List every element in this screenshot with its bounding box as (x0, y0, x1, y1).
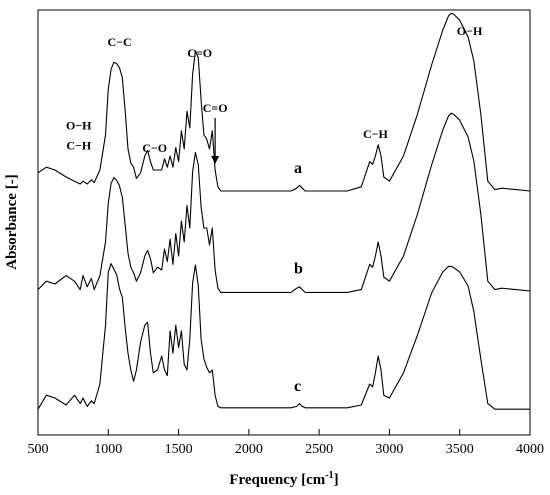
peak-annotation: O−H (66, 118, 92, 132)
series-label-c: c (294, 378, 301, 395)
x-tick-label: 3000 (375, 442, 403, 457)
x-tick-label: 2000 (235, 442, 263, 457)
spectrum-line-c (37, 263, 530, 410)
x-axis-ticks: 500 1000 1500 2000 2500 3000 3500 4000 (28, 429, 544, 457)
peak-annotation: C=O (187, 46, 212, 60)
plot-frame (37, 9, 531, 436)
series-label-a: a (294, 160, 302, 177)
x-tick-label: 1500 (165, 442, 193, 457)
x-axis-label-main: Frequency [cm (229, 472, 325, 488)
spectrum-line-a (37, 12, 531, 192)
peak-annotation: C−O (142, 141, 167, 155)
peak-annotation: C=O (203, 101, 228, 115)
spectrum-line-b (37, 112, 531, 293)
peak-annotations: a b c C−C C=O C=O O−H C−H C−O O−H C−H (66, 24, 483, 395)
x-axis-label-sup: -1 (325, 470, 333, 481)
peak-annotation: C−H (66, 138, 92, 152)
peak-annotation: C−H (363, 127, 389, 141)
series-label-b: b (294, 261, 303, 278)
peak-annotation: O−H (457, 24, 483, 38)
x-axis-label: Frequency [cm-1] (229, 470, 338, 488)
peak-annotation: C−C (107, 35, 131, 49)
x-tick-label: 3500 (446, 442, 474, 457)
arrow-head (211, 156, 220, 164)
x-tick-label: 500 (28, 442, 49, 457)
spectra (37, 12, 531, 410)
x-tick-label: 1000 (94, 442, 122, 457)
x-axis-label-end: ] (334, 472, 339, 488)
y-axis-label: Absorbance [-] (4, 174, 20, 269)
x-tick-label: 4000 (516, 442, 544, 457)
x-tick-label: 2500 (305, 442, 333, 457)
